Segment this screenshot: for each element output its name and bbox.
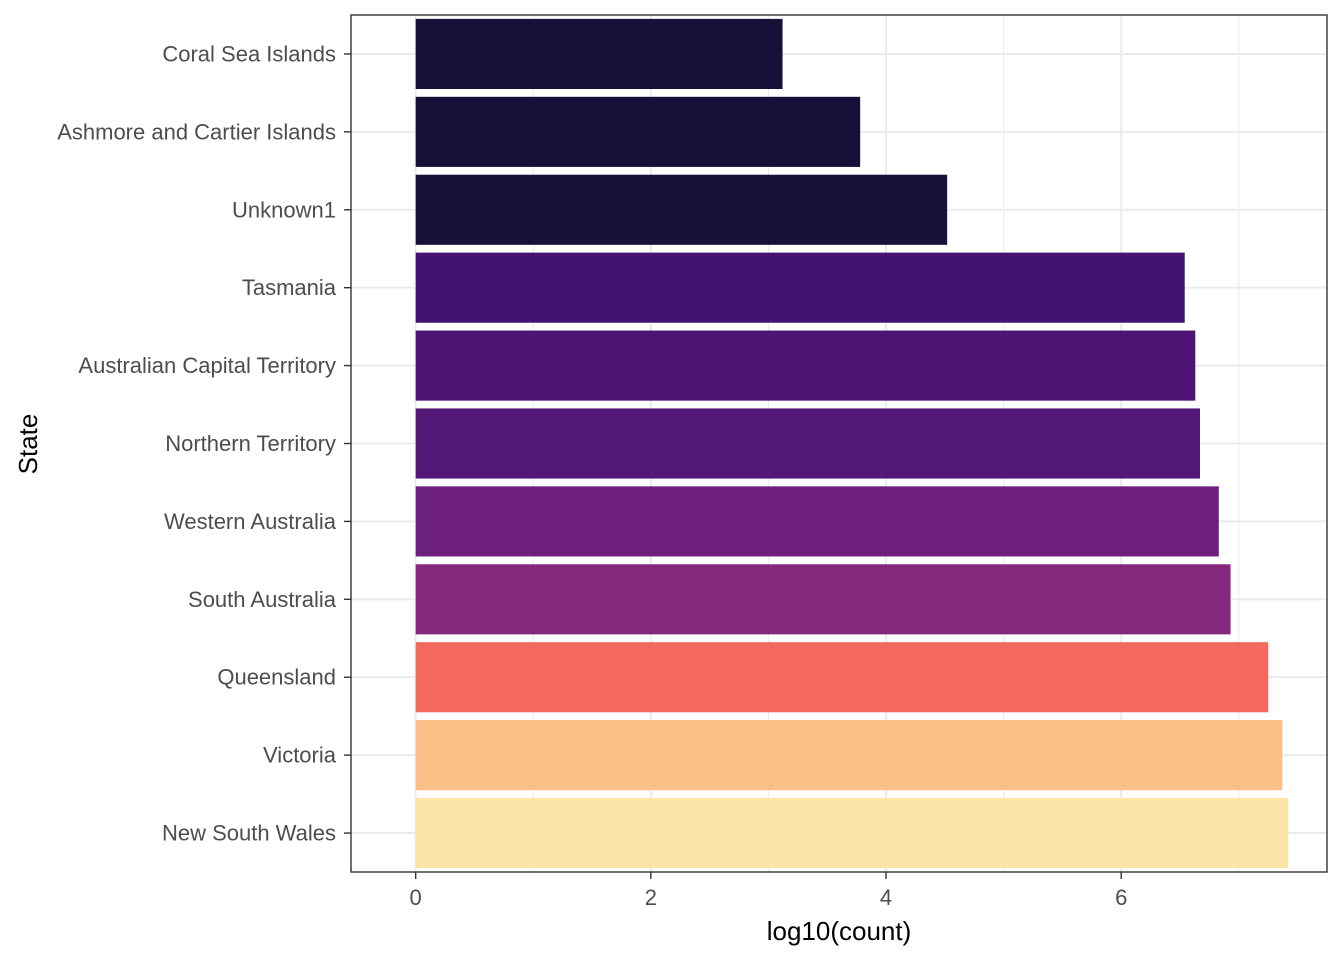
y-axis-title: State xyxy=(13,414,43,475)
bar-northern-territory xyxy=(415,408,1201,479)
bar-coral-sea-islands xyxy=(415,18,783,90)
bar-south-australia xyxy=(415,564,1231,635)
y-tick-label: New South Wales xyxy=(162,821,336,846)
y-tick-label: Victoria xyxy=(263,743,337,768)
y-tick-label: Coral Sea Islands xyxy=(162,41,336,66)
x-axis-title: log10(count) xyxy=(767,916,912,946)
y-tick-label: Western Australia xyxy=(164,509,337,534)
x-axis: 0 2 4 6 xyxy=(410,872,1127,910)
y-axis: Coral Sea Islands Ashmore and Cartier Isl… xyxy=(57,41,351,846)
bar-ashmore-and-cartier-islands xyxy=(415,96,861,167)
x-tick-label: 0 xyxy=(410,885,422,910)
bar-tasmania xyxy=(415,252,1185,323)
bar-western-australia xyxy=(415,486,1219,557)
bar-unknown1 xyxy=(415,174,948,245)
x-tick-label: 2 xyxy=(645,885,657,910)
bar-queensland xyxy=(415,642,1269,713)
y-tick-label: Australian Capital Territory xyxy=(78,353,336,378)
x-tick-label: 6 xyxy=(1115,885,1127,910)
y-tick-label: Ashmore and Cartier Islands xyxy=(57,119,336,144)
x-tick-label: 4 xyxy=(880,885,892,910)
y-tick-label: Tasmania xyxy=(242,275,337,300)
y-tick-label: South Australia xyxy=(188,587,337,612)
y-tick-label: Northern Territory xyxy=(165,431,336,456)
y-tick-label: Queensland xyxy=(217,665,336,690)
bar-australian-capital-territory xyxy=(415,330,1196,401)
y-tick-label: Unknown1 xyxy=(232,197,336,222)
bars xyxy=(415,18,1289,869)
bar-new-south-wales xyxy=(415,797,1289,869)
bar-victoria xyxy=(415,720,1283,791)
